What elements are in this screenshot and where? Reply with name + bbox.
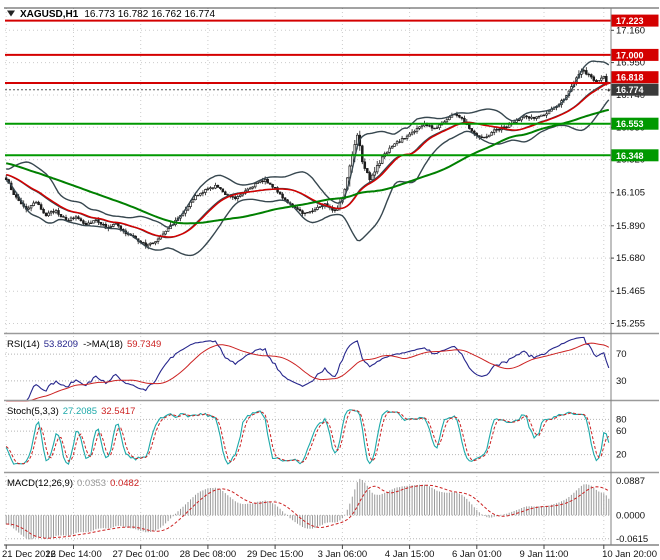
time-axis-label: 28 Dec 08:00: [180, 549, 237, 560]
stoch-axis-label: 20: [616, 450, 627, 461]
stoch-k-line: [5, 409, 610, 465]
time-axis-label: 9 Jan 11:00: [520, 549, 569, 560]
macd-axis-label: -0.0615: [616, 534, 648, 545]
time-axis-label: 29 Dec 15:00: [247, 549, 304, 560]
macd-histogram: [5, 478, 610, 540]
support-price-tag: 16.348: [611, 149, 659, 162]
frame-layer: [4, 7, 659, 549]
price-axis-label: 15.890: [616, 221, 645, 232]
chart-symbol-marker-icon: [7, 10, 15, 17]
resistance-price-tag: 16.818: [611, 71, 659, 84]
symbol-label: XAGUSD,H1: [20, 9, 79, 20]
candle-wicks: [5, 67, 610, 250]
price-axis-label: 15.680: [616, 253, 645, 264]
stoch-axis-label: 60: [616, 426, 627, 437]
rsi-line: [6, 336, 610, 402]
time-axis-label: 6 Jan 01:00: [452, 549, 502, 560]
ma-fast-line: [6, 82, 610, 238]
macd-signal-line: [6, 484, 610, 539]
bollinger-lower-band: [5, 99, 610, 257]
time-axis-label: 4 Jan 15:00: [385, 549, 435, 560]
price-axis-label: 15.465: [616, 286, 645, 297]
current-price-tag: 16.774: [611, 83, 659, 96]
bollinger-upper-band: [6, 60, 610, 229]
bollinger-middle-band: [6, 81, 610, 239]
ma-slow-line: [5, 108, 609, 225]
price-axis-label: 17.160: [616, 25, 645, 36]
horizontal-lines-layer: [5, 19, 611, 157]
price-axis-label: 16.105: [616, 188, 645, 199]
price-axis-label: 15.255: [616, 319, 645, 330]
stoch-axis-label: 80: [616, 414, 627, 425]
stoch-d-line: [5, 409, 610, 465]
time-axis-label: 10 Jan 20:00: [602, 549, 657, 560]
resistance-price-tag: 17.223: [611, 14, 659, 27]
rsi-label: RSI(14) 53.8209 ->MA(18) 59.7349: [7, 339, 161, 350]
price-axis-label: 16.950: [616, 58, 645, 69]
indicator-layer: [5, 336, 610, 540]
resistance-price-tag: 17.000: [611, 48, 659, 61]
rsi-axis-label: 30: [616, 376, 627, 387]
stoch-label: Stoch(5,3,3) 27.2085 32.5417: [7, 406, 135, 417]
svg-text:16.553: 16.553: [616, 119, 644, 129]
svg-text:16.774: 16.774: [616, 85, 644, 95]
support-price-tag: 16.553: [611, 117, 659, 130]
svg-text:17.223: 17.223: [616, 16, 644, 26]
time-axis-label: 22 Dec 14:00: [45, 549, 102, 560]
bull-candles: [27, 70, 611, 247]
title-ohlc-values: 16.773 16.782 16.762 16.774: [84, 9, 215, 20]
label-layer: XAGUSD,H1 16.773 16.782 16.762 16.774 RSI…: [7, 9, 215, 489]
svg-text:17.000: 17.000: [616, 50, 644, 60]
rsi-ma-line: [6, 342, 610, 402]
macd-axis-label: 0.0000: [616, 510, 645, 521]
time-axis-label: 3 Jan 06:00: [318, 549, 368, 560]
chart-title: XAGUSD,H1 16.773 16.782 16.762 16.774: [20, 9, 215, 20]
time-axis-label: 27 Dec 01:00: [112, 549, 169, 560]
svg-text:16.818: 16.818: [616, 73, 644, 83]
price-series-layer: [4, 60, 611, 257]
time-axis-label: 21 Dec 2016: [2, 549, 56, 560]
macd-axis-label: 0.0887: [616, 476, 645, 487]
axis-layer[interactable]: 17.16016.95016.74016.53016.32016.10515.8…: [2, 14, 659, 560]
rsi-axis-label: 70: [616, 349, 627, 360]
grid-layer: [5, 8, 611, 545]
macd-label: MACD(12,26,9) 0.0353 0.0482: [7, 478, 139, 489]
svg-text:16.348: 16.348: [616, 151, 644, 161]
